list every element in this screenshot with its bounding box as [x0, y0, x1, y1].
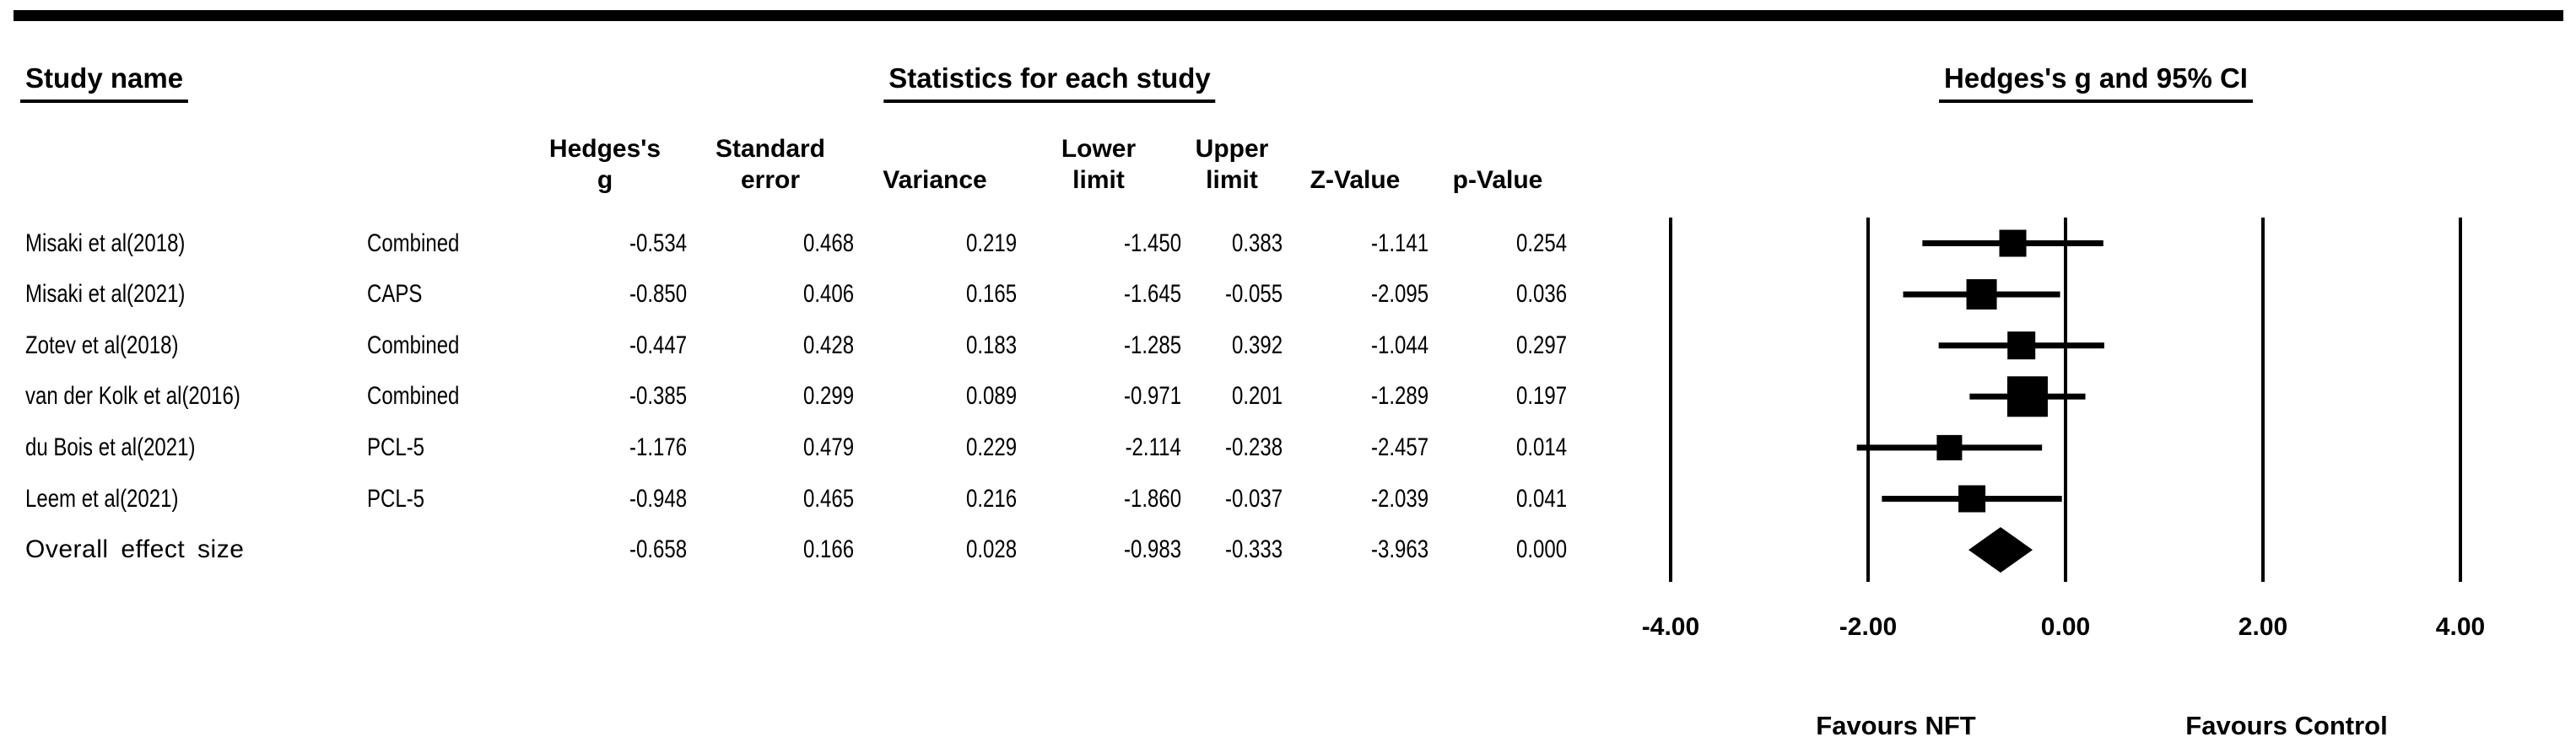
- label-cell: CAPS: [367, 280, 423, 309]
- label-cell: van der Kolk et al(2016): [25, 382, 240, 411]
- stat-value: -1.176: [629, 433, 687, 461]
- column-header: p-Value: [1452, 166, 1543, 194]
- table-row: Leem et al(2021) PCL-5 -0.948 0.465 0.216 -1.…: [25, 473, 1567, 524]
- stat-value: 0.183: [965, 331, 1017, 359]
- stat-value: -1.141: [1370, 229, 1428, 257]
- stat-value: 0.219: [965, 229, 1017, 257]
- table-row: van der Kolk et al(2016) Combined -0.385 0.…: [25, 371, 1567, 422]
- axis-tick-label: 2.00: [2238, 613, 2287, 641]
- label-cell: Leem et al(2021): [25, 484, 179, 513]
- favours-left-label: Favours NFT: [1816, 711, 1976, 740]
- stat-value: -0.983: [1123, 535, 1181, 564]
- label-cell: Overall effect size: [25, 535, 245, 564]
- column-header: Z-Value: [1310, 166, 1401, 194]
- column-header: Hedges's g: [548, 135, 662, 194]
- table-row: Zotev et al(2018) Combined -0.447 0.428 0.18…: [25, 320, 1567, 371]
- stat-value: 0.216: [965, 484, 1017, 513]
- stat-value: -2.114: [1125, 433, 1181, 461]
- stat-value: -1.645: [1123, 280, 1181, 309]
- axis-tick-label: -2.00: [1839, 613, 1897, 641]
- stat-value: -1.289: [1370, 382, 1428, 411]
- table-row: Misaki et al(2018) Combined -0.534 0.468 0.2…: [25, 218, 1567, 269]
- stat-value: -0.971: [1123, 382, 1181, 411]
- table-row: du Bois et al(2021) PCL-5 -1.176 0.479 0.229…: [25, 422, 1567, 473]
- stat-value: -0.534: [629, 229, 687, 257]
- stat-value: 0.036: [1515, 280, 1567, 309]
- stat-value: -0.333: [1224, 535, 1283, 564]
- stat-value: 0.299: [802, 382, 854, 411]
- stat-value: 0.229: [965, 433, 1017, 461]
- favours-right-label: Favours Control: [2185, 711, 2388, 740]
- stat-value: 0.166: [802, 535, 854, 564]
- stat-value: 0.254: [1515, 229, 1567, 257]
- axis-tick-label: -4.00: [1642, 613, 1699, 641]
- column-header: Variance: [883, 166, 987, 194]
- label-cell: [367, 535, 523, 564]
- stat-value: 0.383: [1231, 229, 1283, 257]
- effect-square: [1999, 229, 2027, 257]
- stat-value: -2.457: [1370, 433, 1428, 461]
- axis-tick-label: 4.00: [2436, 613, 2485, 641]
- column-header: Upper limit: [1195, 135, 1269, 194]
- stat-value: 0.089: [965, 382, 1017, 411]
- stat-value: -1.285: [1123, 331, 1181, 359]
- column-header: Standard error: [715, 135, 826, 194]
- label-cell: Misaki et al(2018): [25, 229, 186, 257]
- section-header-study-name: Study name: [20, 62, 189, 103]
- stat-value: 0.041: [1515, 484, 1567, 513]
- stat-value: -3.963: [1370, 535, 1428, 564]
- axis-tick-label: 0.00: [2041, 613, 2090, 641]
- stat-value: -0.447: [629, 331, 687, 359]
- label-cell: PCL-5: [367, 433, 425, 461]
- stat-value: -2.039: [1370, 484, 1428, 513]
- overall-diamond: [1968, 527, 2033, 573]
- top-rule: [14, 10, 2563, 21]
- stat-value: 0.014: [1515, 433, 1567, 461]
- label-cell: Zotev et al(2018): [25, 331, 179, 359]
- stat-value: -0.385: [629, 382, 687, 411]
- stat-value: 0.028: [965, 535, 1017, 564]
- stat-value: -0.238: [1224, 433, 1283, 461]
- stat-value: 0.465: [802, 484, 854, 513]
- label-cell: PCL-5: [367, 484, 425, 513]
- column-header: Lower limit: [1061, 135, 1137, 194]
- stat-value: 0.000: [1515, 535, 1567, 564]
- stat-value: 0.165: [965, 280, 1017, 309]
- stat-value: 0.479: [802, 433, 854, 461]
- stat-value: -0.850: [629, 280, 687, 309]
- stat-value: -0.658: [629, 535, 687, 564]
- label-cell: Misaki et al(2021): [25, 280, 186, 309]
- stat-value: -0.055: [1224, 280, 1283, 309]
- section-header-plot-title: Hedges's g and 95% CI: [1939, 62, 2253, 103]
- stat-value: -1.044: [1370, 331, 1428, 359]
- section-header-statistics: Statistics for each study: [883, 62, 1216, 103]
- stat-value: -2.095: [1370, 280, 1428, 309]
- stat-value: -1.860: [1123, 484, 1181, 513]
- stat-value: 0.297: [1515, 331, 1567, 359]
- stat-value: 0.428: [802, 331, 854, 359]
- effect-square: [2007, 331, 2036, 360]
- label-cell: Combined: [367, 229, 460, 257]
- stat-value: 0.197: [1515, 382, 1567, 411]
- stat-value: -0.037: [1224, 484, 1283, 513]
- effect-square: [2006, 376, 2048, 417]
- stat-value: 0.468: [802, 229, 854, 257]
- stat-value: 0.392: [1231, 331, 1283, 359]
- stat-value: -0.948: [629, 484, 687, 513]
- effect-square: [1936, 434, 1963, 460]
- effect-square: [1958, 485, 1986, 513]
- stat-value: 0.406: [802, 280, 854, 309]
- label-cell: Combined: [367, 331, 460, 359]
- table-row: Misaki et al(2021) CAPS -0.850 0.406 0.165 -1…: [25, 269, 1567, 320]
- forest-plot-chart: -4.00 -2.00 0.00 2.00 4.00: [1642, 218, 2485, 641]
- label-cell: Combined: [367, 382, 460, 411]
- table-row-overall: Overall effect size -0.658 0.166 0.028 -0.98…: [25, 524, 1567, 576]
- stat-value: 0.201: [1231, 382, 1283, 411]
- effect-square: [1966, 279, 1997, 310]
- stat-value: -1.450: [1123, 229, 1181, 257]
- label-cell: du Bois et al(2021): [25, 433, 196, 461]
